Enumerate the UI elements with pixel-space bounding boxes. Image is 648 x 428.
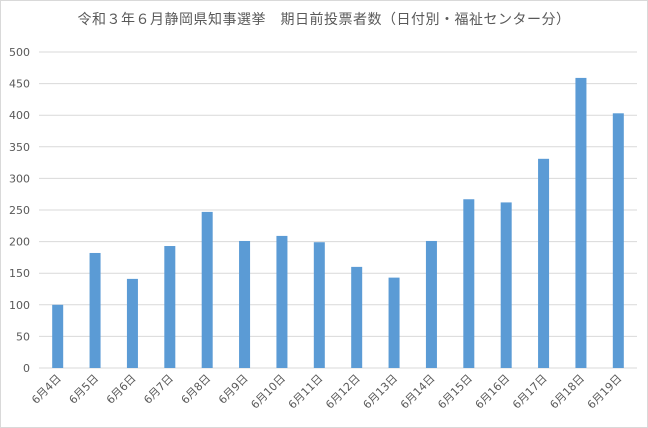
x-tick-label: 6月7日 bbox=[141, 372, 176, 407]
bar bbox=[500, 202, 512, 368]
gridlines bbox=[39, 51, 637, 369]
x-tick-label: 6月9日 bbox=[216, 372, 251, 407]
x-tick-label: 6月10日 bbox=[248, 372, 288, 412]
x-tick-label: 6月12日 bbox=[323, 372, 363, 412]
y-tick-label: 450 bbox=[9, 78, 30, 91]
bar bbox=[52, 304, 64, 368]
y-tick-label: 100 bbox=[9, 299, 30, 312]
bars bbox=[52, 77, 624, 369]
x-tick-label: 6月14日 bbox=[398, 372, 438, 412]
bar bbox=[463, 199, 475, 368]
y-tick-label: 400 bbox=[9, 109, 30, 122]
x-tick-label: 6月5日 bbox=[67, 372, 102, 407]
bar bbox=[126, 278, 138, 368]
y-tick-label: 300 bbox=[9, 172, 30, 185]
bar bbox=[425, 240, 437, 368]
bar bbox=[351, 266, 363, 368]
bar bbox=[201, 211, 213, 368]
bar bbox=[313, 242, 325, 368]
bar bbox=[89, 252, 101, 368]
bar bbox=[164, 246, 176, 368]
x-tick-label: 6月11日 bbox=[286, 372, 326, 412]
bar bbox=[388, 277, 400, 368]
x-axis-ticks: 6月4日 6月5日 6月6日 6月7日 6月8日 6月9日6月10日6月11日6月12日6… bbox=[29, 372, 624, 412]
bar bbox=[538, 158, 550, 368]
y-tick-label: 150 bbox=[9, 267, 30, 280]
chart-title: 令和３年６月静岡県知事選挙 期日前投票者数（日付別・福祉センター分） bbox=[77, 12, 571, 28]
x-tick-label: 6月15日 bbox=[435, 372, 475, 412]
bar bbox=[239, 240, 251, 368]
bar bbox=[276, 235, 288, 368]
x-tick-label: 6月16日 bbox=[473, 372, 513, 412]
x-tick-label: 6月19日 bbox=[585, 372, 625, 412]
y-tick-label: 250 bbox=[9, 204, 30, 217]
bar bbox=[575, 77, 587, 369]
bar bbox=[612, 113, 624, 368]
y-tick-label: 50 bbox=[16, 330, 30, 343]
x-tick-label: 6月18日 bbox=[547, 372, 587, 412]
x-tick-label: 6月4日 bbox=[29, 372, 64, 407]
x-tick-label: 6月13日 bbox=[361, 372, 401, 412]
y-tick-label: 500 bbox=[9, 46, 30, 59]
y-axis-ticks: 0 50 100 150 200 250 300 350 400 450 500 bbox=[9, 46, 30, 375]
x-tick-label: 6月6日 bbox=[104, 372, 139, 407]
y-tick-label: 0 bbox=[23, 362, 30, 375]
x-tick-label: 6月17日 bbox=[510, 372, 550, 412]
y-tick-label: 200 bbox=[9, 236, 30, 249]
x-tick-label: 6月8日 bbox=[179, 372, 214, 407]
y-tick-label: 350 bbox=[9, 141, 30, 154]
